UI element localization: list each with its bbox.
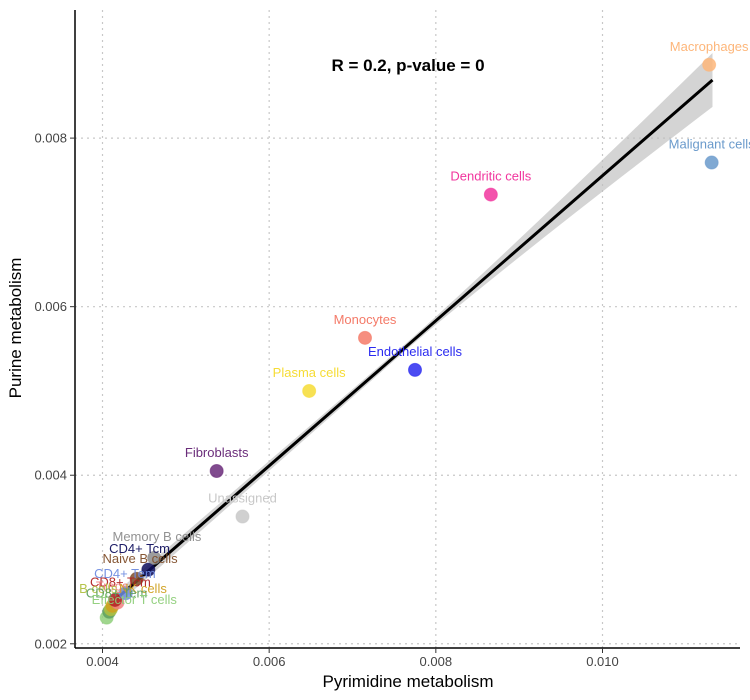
point-monocytes [358, 330, 372, 345]
y-tick-label-0: 0.002 [34, 636, 67, 651]
ticks-layer: 0.004 0.006 0.008 0.010 0.002 0.004 0.006 0.008 [34, 131, 618, 669]
label-cd4-tem: CD4+ Tem [94, 566, 156, 581]
y-tick-label-3: 0.008 [34, 131, 67, 146]
x-tick-label-0: 0.004 [86, 654, 119, 669]
point-plasma-cells [302, 383, 317, 398]
point-cd8-tcm [108, 592, 122, 607]
label-naive-b-cells: Naive B cells [103, 551, 179, 566]
y-axis-title: Purine metabolism [6, 258, 25, 399]
label-macrophages: Macrophages [670, 39, 749, 54]
point-dendritic-cells [483, 187, 498, 202]
axes [74, 10, 740, 649]
correlation-annotation: R = 0.2, p-value = 0 [331, 56, 484, 75]
label-fibroblasts: Fibroblasts [185, 445, 249, 460]
point-unassigned [235, 509, 250, 524]
data-points-layer [99, 57, 719, 625]
label-cd4-tcm: CD4+ Tcm [109, 541, 170, 556]
label-memory-b-cells: Memory B cells [113, 529, 202, 544]
x-tick-label-1: 0.006 [253, 654, 286, 669]
point-naive-b-cells [129, 571, 144, 586]
y-tick-label-1: 0.004 [34, 468, 67, 483]
label-cd8-tcm: CD8+ Tcm [90, 574, 151, 589]
label-cd8-tem: CD8+ Tem [86, 585, 148, 600]
point-endothelial-cells [408, 362, 422, 377]
y-tick-label-2: 0.006 [34, 299, 67, 314]
regression-line [108, 78, 714, 607]
x-tick-label-3: 0.010 [586, 654, 619, 669]
label-endothelial-cells: Endothelial cells [368, 344, 462, 359]
point-fibroblasts [209, 464, 224, 479]
point-cd4-tcm [141, 562, 156, 577]
point-memory-b-cells [147, 550, 162, 565]
grid-lines [75, 10, 740, 648]
label-unassigned: Unassigned [208, 491, 277, 506]
point-malignant-cells [704, 155, 719, 170]
point-cd4-tem [118, 586, 133, 601]
label-b-cells: B cells [79, 581, 118, 596]
label-plasma-cells: Plasma cells [273, 365, 346, 380]
label-tregs: Tregs [96, 579, 129, 594]
label-malignant-cells: Malignant cells [669, 137, 750, 152]
label-nk-cells: NK cells [119, 581, 167, 596]
label-monocytes: Monocytes [334, 312, 397, 327]
regression-line-layer [108, 78, 714, 607]
label-effector-t-cells: Effector T cells [92, 592, 178, 607]
point-labels-layer: Macrophages Malignant cells Dendritic cell… [79, 39, 750, 607]
x-tick-label-2: 0.008 [420, 654, 453, 669]
point-macrophages [702, 57, 717, 72]
x-axis-title: Pyrimidine metabolism [323, 672, 494, 691]
label-dendritic-cells: Dendritic cells [450, 169, 531, 184]
